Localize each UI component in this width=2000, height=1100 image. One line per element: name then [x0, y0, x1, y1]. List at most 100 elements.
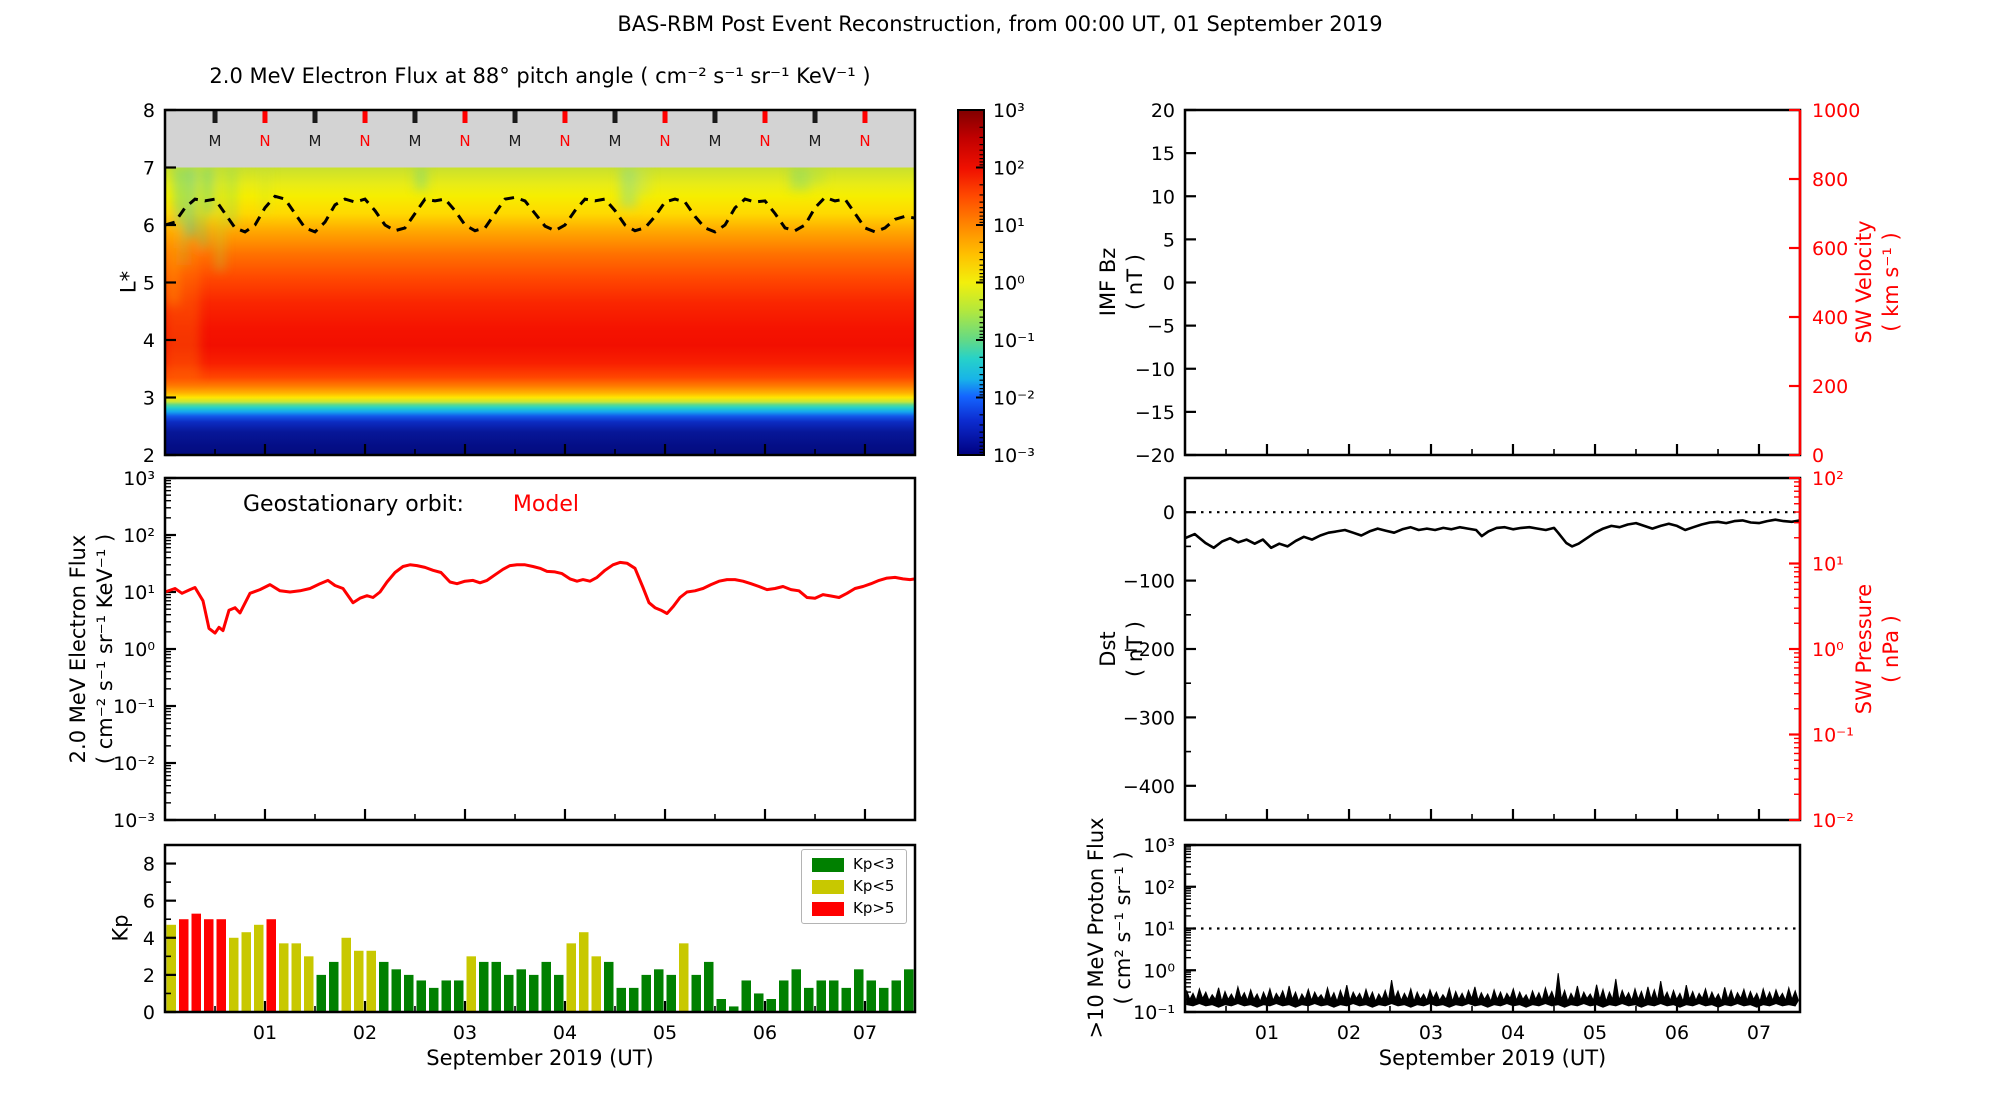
y-tick-label: 400 [1812, 307, 1848, 329]
kp-bar [341, 937, 351, 1012]
y-tick-label: 10⁻¹ [1133, 1002, 1175, 1024]
x-tick-label: 05 [1583, 1022, 1607, 1044]
flux-ylabel-line2: ( cm⁻² s⁻¹ sr⁻¹ KeV⁻¹ ) [93, 533, 117, 765]
kp-bar [516, 969, 526, 1012]
kp-bar [379, 961, 389, 1012]
kp-bar [229, 937, 239, 1012]
y-tick-label: 0 [1163, 273, 1175, 295]
kp-legend-row-red: Kp>5 [812, 901, 894, 916]
lstar-tick-label: 5 [143, 273, 155, 295]
kp-bar [429, 987, 439, 1012]
x-tick-label: 06 [1665, 1022, 1689, 1044]
midnight-marker-label: M [509, 132, 522, 150]
y-tick-label: −400 [1123, 776, 1175, 798]
y-tick-label: 10¹ [123, 582, 155, 604]
kp-legend-label-green: Kp<3 [853, 855, 895, 873]
kp-legend-swatch-red [812, 901, 844, 916]
heatmap-streaks [165, 167, 825, 381]
x-tick-label: 04 [553, 1022, 577, 1044]
y-tick-label: 10⁰ [123, 639, 155, 661]
kp-bar [491, 961, 501, 1012]
kp-bar [679, 943, 689, 1012]
x-tick-label: 03 [453, 1022, 477, 1044]
heatmap-ylabel-text: L* [116, 270, 141, 294]
y-tick-label: 10² [1812, 468, 1844, 490]
flux-ylabel: 2.0 MeV Electron Flux ( cm⁻² s⁻¹ sr⁻¹ Ke… [65, 534, 119, 764]
x-tick-label: 07 [1747, 1022, 1771, 1044]
heatmap-streak [199, 167, 207, 248]
y-tick-label: 2 [143, 965, 155, 987]
proton-flux-band [1186, 973, 1799, 1008]
y-tick-label: 10² [1143, 877, 1175, 899]
x-tick-label: 02 [353, 1022, 377, 1044]
kp-bar [879, 987, 889, 1012]
y-tick-label: 0 [143, 1002, 155, 1024]
kp-bar [741, 980, 751, 1012]
heatmap-streak [175, 167, 181, 225]
noon-marker-label: N [559, 132, 570, 150]
kp-legend-row-yellow: Kp<5 [812, 879, 894, 894]
y-tick-label: 800 [1812, 169, 1848, 191]
kp-bar [216, 919, 226, 1012]
y-tick-label: 600 [1812, 238, 1848, 260]
kp-bar [241, 932, 251, 1012]
noon-marker-label: N [859, 132, 870, 150]
kp-bar [641, 974, 651, 1012]
x-tick-label: 04 [1501, 1022, 1525, 1044]
proton-ylabel-line1: >10 MeV Proton Flux [1084, 817, 1108, 1039]
kp-bar [479, 961, 489, 1012]
kp-bar [441, 980, 451, 1012]
kp-legend-label-yellow: Kp<5 [853, 877, 895, 895]
kp-bar [316, 974, 326, 1012]
x-tick-label: 03 [1419, 1022, 1443, 1044]
lstar-tick-label: 4 [143, 330, 155, 352]
xaxis-title-left: September 2019 (UT) [426, 1046, 654, 1070]
kp-legend-swatch-yellow [812, 879, 844, 894]
imf-ylabel-line2: ( nT ) [1123, 254, 1147, 310]
dst-ylabel-line1: Dst [1096, 631, 1120, 667]
midnight-marker-label: M [609, 132, 622, 150]
colorbar-tick-label: 10¹ [993, 215, 1025, 237]
heatmap-streak [227, 167, 237, 225]
noon-marker-label: N [759, 132, 770, 150]
kp-bar [366, 950, 376, 1012]
noon-marker-label: N [359, 132, 370, 150]
noon-marker-label: N [659, 132, 670, 150]
kp-bar [891, 980, 901, 1012]
heatmap-streak [165, 213, 180, 306]
flux-legend-model: Model [512, 492, 579, 517]
sw-pressure-ylabel: SW Pressure ( nPa ) [1851, 584, 1905, 714]
dst-ylabel: Dst ( nT ) [1095, 621, 1149, 677]
geostationary-lstar-dashed-line [165, 194, 915, 234]
figure-title: BAS-RBM Post Event Reconstruction, from … [617, 12, 1383, 36]
lstar-tick-label: 7 [143, 158, 155, 180]
y-tick-label: −15 [1135, 402, 1175, 424]
lstar-tick-label: 8 [143, 100, 155, 122]
y-tick-label: 10 [1151, 186, 1175, 208]
kp-bar [604, 961, 614, 1012]
kp-bar [166, 924, 176, 1012]
x-tick-label: 01 [1255, 1022, 1279, 1044]
kp-bar [191, 913, 201, 1012]
kp-bar [291, 943, 301, 1012]
kp-bar [591, 956, 601, 1012]
flux-legend-prefix: Geostationary orbit: [243, 492, 464, 517]
kp-bar [404, 974, 414, 1012]
kp-bar [666, 974, 676, 1012]
y-tick-label: 4 [143, 928, 155, 950]
flux-legend: Geostationary orbit: Model [243, 492, 579, 517]
heatmap-streak [790, 167, 810, 191]
midnight-marker-label: M [809, 132, 822, 150]
sw-pressure-line1: SW Pressure [1852, 583, 1876, 715]
y-tick-label: 10³ [123, 468, 155, 490]
kp-ylabel: Kp [108, 914, 135, 941]
kp-bar [816, 980, 826, 1012]
y-tick-label: 10⁻³ [113, 810, 155, 832]
y-tick-label: 15 [1151, 143, 1175, 165]
kp-bar [829, 980, 839, 1012]
heatmap-streak [181, 167, 187, 266]
midnight-marker-label: M [209, 132, 222, 150]
kp-bar [766, 999, 776, 1012]
